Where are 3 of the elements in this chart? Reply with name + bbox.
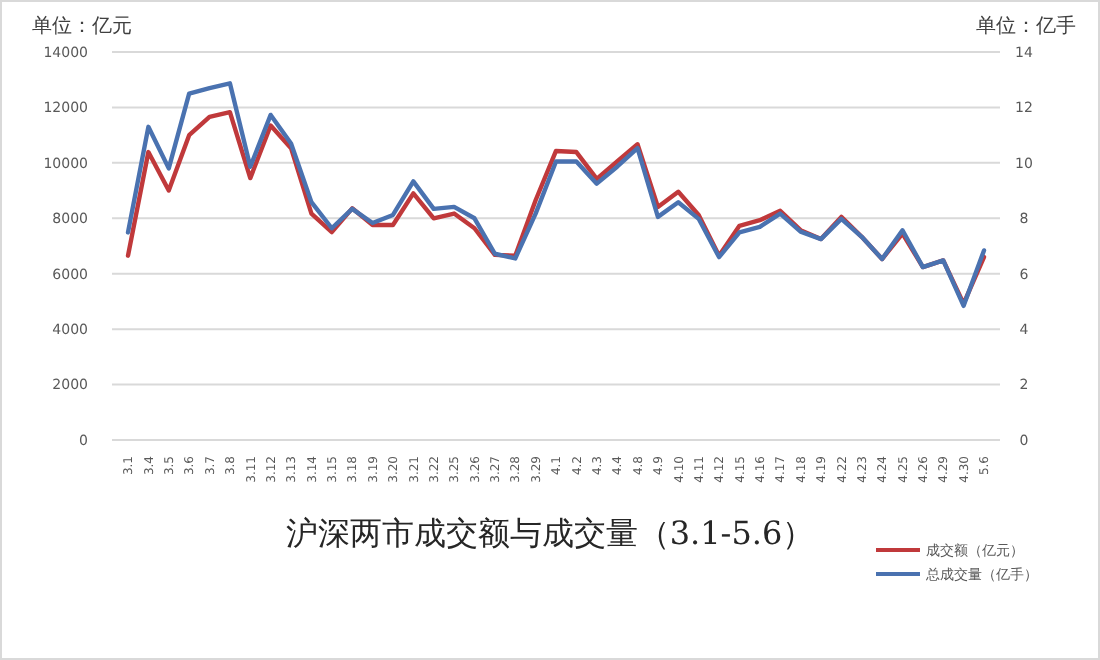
y-axis-title: 单位：亿元 [32, 14, 132, 38]
text: 沪深两市成交额与成交量（3.1-5.6） [285, 514, 815, 552]
y2-axis-title: 单位：亿手 [976, 14, 1076, 38]
